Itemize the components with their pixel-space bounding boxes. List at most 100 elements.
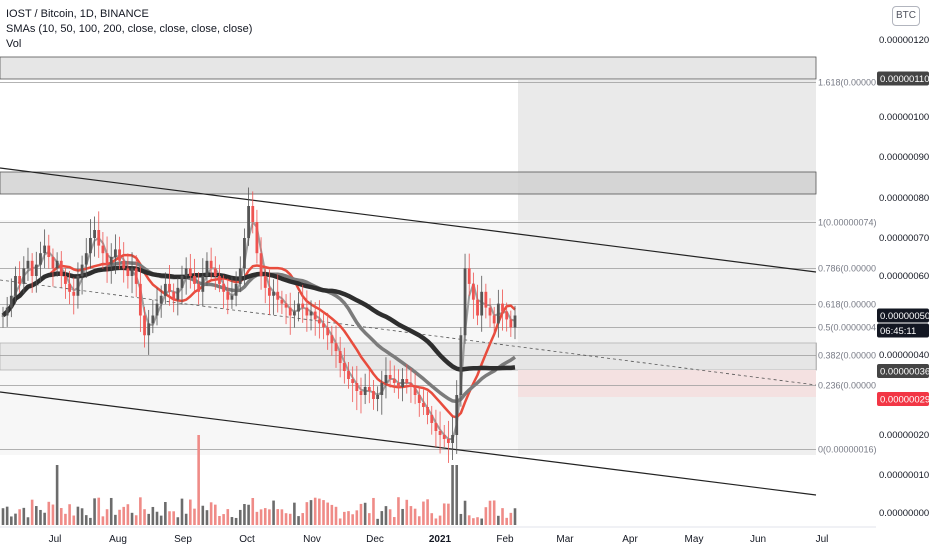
candle-body: [1, 315, 5, 317]
volume-bar: [10, 516, 13, 525]
candle-body: [234, 283, 238, 296]
volume-bar: [405, 499, 409, 525]
price-badge-background: [877, 392, 929, 406]
symbol-title[interactable]: IOST / Bitcoin, 1D, BINANCE: [6, 8, 149, 20]
candle-body: [501, 303, 504, 312]
fib-level-label: 0.5(0.00000045): [818, 323, 884, 333]
volume-bar: [376, 518, 379, 525]
candle-body: [276, 291, 280, 300]
candle-body: [451, 435, 454, 443]
volume-bar: [305, 502, 309, 525]
candle-body: [313, 311, 317, 320]
candle-body: [247, 206, 250, 238]
channel-lower-line: [0, 391, 817, 496]
price-axis-tick-label: 0.00000120: [879, 35, 929, 46]
price-badge-label: 06:45:11: [880, 326, 916, 337]
volume-bar: [484, 507, 488, 525]
price-axis-tick-label: 0.00000020: [879, 430, 929, 441]
price-axis-tick-label: 0.00000090: [879, 152, 929, 163]
volume-bar: [326, 502, 329, 525]
volume-bar: [480, 518, 483, 525]
volume-bar: [5, 506, 9, 525]
volume-bar: [338, 518, 342, 525]
time-axis-tick-label: May: [685, 534, 704, 545]
volume-bar: [263, 508, 267, 525]
volume-bar: [30, 499, 34, 525]
volume-bar: [401, 508, 404, 525]
volume-bar: [143, 509, 146, 525]
volume-bar: [247, 504, 250, 525]
candle-body: [484, 291, 488, 308]
volume-bar: [139, 497, 142, 525]
volume-bar: [147, 513, 150, 525]
candle-body: [30, 260, 34, 276]
candle-body: [422, 403, 425, 407]
candle-body: [272, 291, 275, 296]
volume-bar: [243, 504, 246, 525]
volume-bar: [442, 503, 446, 525]
candle-body: [5, 307, 9, 316]
candle-body: [334, 343, 338, 352]
price-axis-tick-label: 0.00000000: [879, 508, 929, 519]
candle-body: [51, 257, 55, 269]
volume-bar: [438, 515, 442, 525]
candle-body: [76, 276, 80, 296]
volume-bar: [368, 513, 371, 525]
candle-body: [243, 238, 246, 269]
candle-body: [488, 307, 492, 316]
price-axis-background: [876, 0, 932, 550]
volume-bar: [35, 506, 38, 525]
candle-body: [492, 315, 496, 324]
candle-body: [188, 268, 192, 276]
volume-bar: [118, 509, 121, 525]
volume-bar: [234, 517, 238, 525]
fib-level-label: 0.786(0.00000006: [818, 264, 891, 274]
sma-line-10: [2, 221, 516, 440]
volume-bar: [359, 503, 363, 525]
volume-bar: [168, 511, 171, 525]
volume-bar: [492, 500, 496, 525]
candle-body: [297, 303, 300, 312]
volume-bar: [476, 517, 479, 525]
volume-bar: [184, 513, 188, 525]
volume-bar: [205, 510, 209, 525]
volume-bar: [363, 502, 367, 525]
currency-badge[interactable]: BTC: [892, 6, 920, 26]
sma-indicator-label[interactable]: SMAs (10, 50, 100, 200, close, close, cl…: [6, 23, 253, 35]
candle-body: [26, 260, 30, 269]
volume-bar: [93, 498, 96, 525]
volume-bar: [39, 509, 42, 525]
volume-bar: [172, 511, 175, 525]
volume-bar: [59, 508, 63, 525]
fib-retracement: 1.618(0.00000011 1(0.00000074) 0.786(0.000…: [0, 78, 891, 455]
candle-body: [59, 260, 63, 276]
volume-bar: [497, 515, 500, 525]
candle-body: [505, 311, 509, 320]
volume-bar: [272, 500, 275, 525]
candle-body: [280, 299, 284, 304]
volume-bar: [122, 506, 126, 525]
price-badge-label: 0.00000110: [880, 74, 930, 85]
volume-bar: [280, 509, 284, 525]
volume-bar: [226, 509, 230, 525]
candle-body: [163, 283, 167, 296]
candle-body: [442, 435, 446, 439]
candle-body: [463, 268, 467, 336]
candle-body: [155, 303, 159, 316]
time-axis-tick-label: Sep: [174, 534, 192, 545]
candle-body: [417, 395, 421, 403]
candle-body: [284, 303, 288, 308]
volume-bar: [276, 509, 280, 525]
volume-bar: [126, 504, 130, 525]
volume-bar: [297, 516, 300, 525]
price-axis[interactable]: 0.00000120 0.00000100 0.00000090 0.00000080…: [876, 0, 932, 550]
volume-bar: [372, 497, 375, 525]
candle-body: [130, 268, 134, 276]
candle-body: [392, 379, 396, 383]
volume-indicator-label[interactable]: Vol: [6, 38, 22, 50]
candle-body: [89, 238, 92, 254]
volume-bar: [109, 497, 113, 525]
time-axis[interactable]: Jul Aug Sep Oct Nov Dec 2021 Feb Mar Apr May Jun Jul: [0, 526, 876, 545]
volume-bar: [68, 504, 71, 525]
